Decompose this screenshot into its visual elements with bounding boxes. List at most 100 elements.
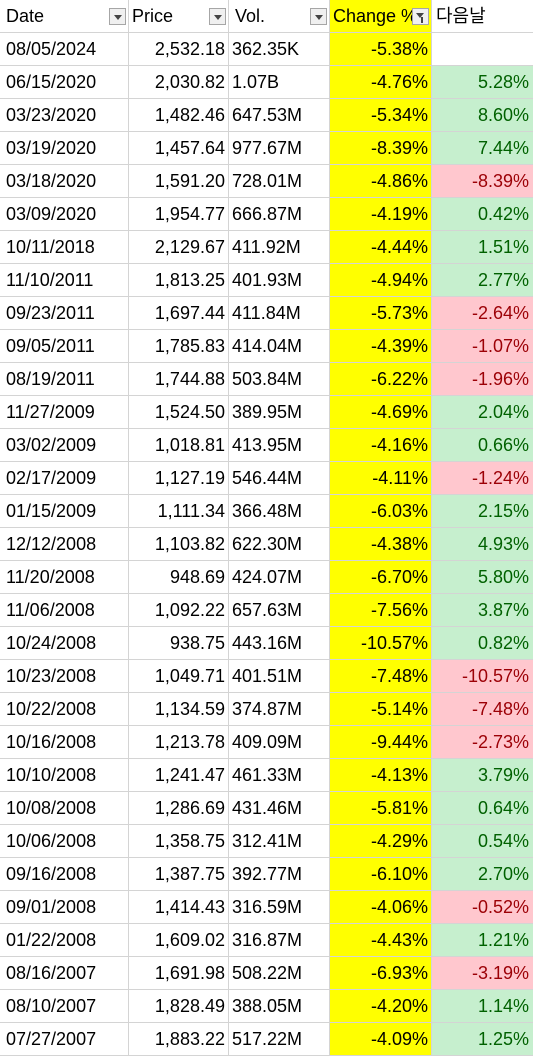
next-day-cell[interactable]: -1.07% [432,330,533,363]
date-cell[interactable]: 03/23/2020 [0,99,129,132]
date-cell[interactable]: 03/19/2020 [0,132,129,165]
change-cell[interactable]: -6.70% [330,561,432,594]
next-day-cell[interactable]: -10.57% [432,660,533,693]
next-day-cell[interactable]: 1.14% [432,990,533,1023]
volume-cell[interactable]: 401.51M [229,660,330,693]
date-cell[interactable]: 03/02/2009 [0,429,129,462]
date-cell[interactable]: 03/18/2020 [0,165,129,198]
volume-cell[interactable]: 414.04M [229,330,330,363]
next-day-cell[interactable]: -3.19% [432,957,533,990]
price-cell[interactable]: 1,358.75 [129,825,229,858]
next-day-cell[interactable]: 0.64% [432,792,533,825]
change-cell[interactable]: -5.34% [330,99,432,132]
price-cell[interactable]: 1,457.64 [129,132,229,165]
volume-cell[interactable]: 443.16M [229,627,330,660]
price-cell[interactable]: 1,103.82 [129,528,229,561]
filter-active-icon[interactable] [412,8,429,25]
change-cell[interactable]: -4.09% [330,1023,432,1056]
header-date[interactable]: Date [0,0,129,33]
date-cell[interactable]: 06/15/2020 [0,66,129,99]
date-cell[interactable]: 07/27/2007 [0,1023,129,1056]
next-day-cell[interactable]: 1.51% [432,231,533,264]
next-day-cell[interactable]: 2.77% [432,264,533,297]
price-cell[interactable]: 1,414.43 [129,891,229,924]
date-cell[interactable]: 08/05/2024 [0,33,129,66]
price-cell[interactable]: 2,129.67 [129,231,229,264]
change-cell[interactable]: -10.57% [330,627,432,660]
price-cell[interactable]: 948.69 [129,561,229,594]
price-cell[interactable]: 1,134.59 [129,693,229,726]
change-cell[interactable]: -4.69% [330,396,432,429]
header-price[interactable]: Price [129,0,229,33]
price-cell[interactable]: 1,524.50 [129,396,229,429]
volume-cell[interactable]: 1.07B [229,66,330,99]
date-cell[interactable]: 01/15/2009 [0,495,129,528]
date-cell[interactable]: 10/23/2008 [0,660,129,693]
next-day-cell[interactable]: 2.70% [432,858,533,891]
change-cell[interactable]: -4.94% [330,264,432,297]
price-cell[interactable]: 1,691.98 [129,957,229,990]
change-cell[interactable]: -7.48% [330,660,432,693]
price-cell[interactable]: 1,092.22 [129,594,229,627]
price-cell[interactable]: 1,018.81 [129,429,229,462]
filter-dropdown-icon[interactable] [109,8,126,25]
volume-cell[interactable]: 977.67M [229,132,330,165]
next-day-cell[interactable]: -2.64% [432,297,533,330]
change-cell[interactable]: -4.38% [330,528,432,561]
date-cell[interactable]: 09/23/2011 [0,297,129,330]
price-cell[interactable]: 1,954.77 [129,198,229,231]
price-cell[interactable]: 1,697.44 [129,297,229,330]
date-cell[interactable]: 11/10/2011 [0,264,129,297]
change-cell[interactable]: -4.39% [330,330,432,363]
date-cell[interactable]: 11/20/2008 [0,561,129,594]
volume-cell[interactable]: 312.41M [229,825,330,858]
date-cell[interactable]: 09/01/2008 [0,891,129,924]
date-cell[interactable]: 10/22/2008 [0,693,129,726]
volume-cell[interactable]: 388.05M [229,990,330,1023]
change-cell[interactable]: -4.11% [330,462,432,495]
date-cell[interactable]: 10/16/2008 [0,726,129,759]
volume-cell[interactable]: 409.09M [229,726,330,759]
next-day-cell[interactable]: -0.52% [432,891,533,924]
date-cell[interactable]: 12/12/2008 [0,528,129,561]
volume-cell[interactable]: 316.87M [229,924,330,957]
date-cell[interactable]: 10/06/2008 [0,825,129,858]
next-day-cell[interactable]: 8.60% [432,99,533,132]
date-cell[interactable]: 08/19/2011 [0,363,129,396]
date-cell[interactable]: 09/05/2011 [0,330,129,363]
change-cell[interactable]: -4.29% [330,825,432,858]
volume-cell[interactable]: 411.92M [229,231,330,264]
change-cell[interactable]: -5.38% [330,33,432,66]
change-cell[interactable]: -4.16% [330,429,432,462]
next-day-cell[interactable]: -1.96% [432,363,533,396]
change-cell[interactable]: -4.43% [330,924,432,957]
volume-cell[interactable]: 728.01M [229,165,330,198]
header-change[interactable]: Change % [330,0,432,33]
change-cell[interactable]: -4.86% [330,165,432,198]
volume-cell[interactable]: 431.46M [229,792,330,825]
volume-cell[interactable]: 413.95M [229,429,330,462]
volume-cell[interactable]: 374.87M [229,693,330,726]
change-cell[interactable]: -4.44% [330,231,432,264]
date-cell[interactable]: 11/06/2008 [0,594,129,627]
volume-cell[interactable]: 647.53M [229,99,330,132]
next-day-cell[interactable]: 7.44% [432,132,533,165]
volume-cell[interactable]: 503.84M [229,363,330,396]
change-cell[interactable]: -6.10% [330,858,432,891]
change-cell[interactable]: -9.44% [330,726,432,759]
change-cell[interactable]: -7.56% [330,594,432,627]
price-cell[interactable]: 1,883.22 [129,1023,229,1056]
price-cell[interactable]: 1,127.19 [129,462,229,495]
date-cell[interactable]: 09/16/2008 [0,858,129,891]
change-cell[interactable]: -4.20% [330,990,432,1023]
next-day-cell[interactable]: 0.66% [432,429,533,462]
price-cell[interactable]: 1,482.46 [129,99,229,132]
volume-cell[interactable]: 657.63M [229,594,330,627]
next-day-cell[interactable]: 0.82% [432,627,533,660]
price-cell[interactable]: 1,828.49 [129,990,229,1023]
volume-cell[interactable]: 517.22M [229,1023,330,1056]
price-cell[interactable]: 1,111.34 [129,495,229,528]
next-day-cell[interactable] [432,33,533,66]
change-cell[interactable]: -8.39% [330,132,432,165]
next-day-cell[interactable]: -2.73% [432,726,533,759]
